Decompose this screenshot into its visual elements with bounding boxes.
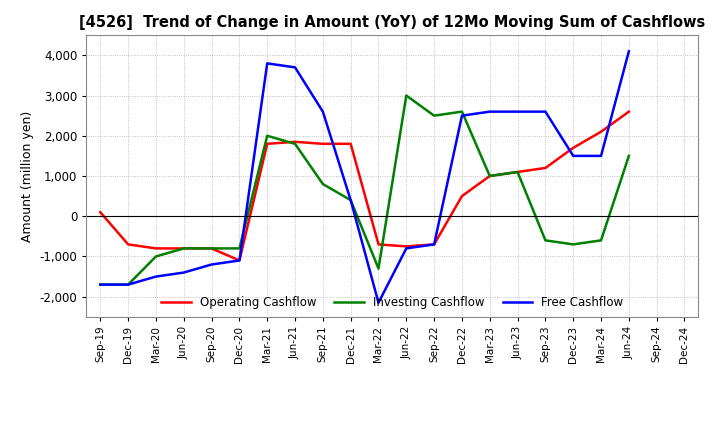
Operating Cashflow [318, 141, 327, 147]
Free Cashflow [430, 242, 438, 247]
Investing Cashflow [374, 266, 383, 271]
Free Cashflow [402, 246, 410, 251]
Operating Cashflow [485, 173, 494, 179]
Operating Cashflow [152, 246, 161, 251]
Line: Operating Cashflow: Operating Cashflow [100, 112, 629, 260]
Investing Cashflow [96, 282, 104, 287]
Investing Cashflow [124, 282, 132, 287]
Free Cashflow [152, 274, 161, 279]
Investing Cashflow [624, 153, 633, 158]
Operating Cashflow [624, 109, 633, 114]
Operating Cashflow [541, 165, 550, 171]
Investing Cashflow [430, 113, 438, 118]
Investing Cashflow [318, 181, 327, 187]
Investing Cashflow [207, 246, 216, 251]
Investing Cashflow [263, 133, 271, 139]
Operating Cashflow [458, 194, 467, 199]
Operating Cashflow [207, 246, 216, 251]
Operating Cashflow [346, 141, 355, 147]
Operating Cashflow [179, 246, 188, 251]
Investing Cashflow [291, 141, 300, 147]
Operating Cashflow [235, 258, 243, 263]
Operating Cashflow [569, 145, 577, 150]
Free Cashflow [374, 300, 383, 305]
Free Cashflow [485, 109, 494, 114]
Operating Cashflow [374, 242, 383, 247]
Free Cashflow [624, 49, 633, 54]
Free Cashflow [291, 65, 300, 70]
Free Cashflow [318, 109, 327, 114]
Operating Cashflow [513, 169, 522, 175]
Investing Cashflow [485, 173, 494, 179]
Operating Cashflow [430, 242, 438, 247]
Free Cashflow [458, 113, 467, 118]
Investing Cashflow [402, 93, 410, 98]
Investing Cashflow [458, 109, 467, 114]
Operating Cashflow [124, 242, 132, 247]
Investing Cashflow [179, 246, 188, 251]
Free Cashflow [597, 153, 606, 158]
Operating Cashflow [96, 209, 104, 215]
Investing Cashflow [152, 254, 161, 259]
Free Cashflow [346, 198, 355, 203]
Free Cashflow [541, 109, 550, 114]
Investing Cashflow [597, 238, 606, 243]
Title: [4526]  Trend of Change in Amount (YoY) of 12Mo Moving Sum of Cashflows: [4526] Trend of Change in Amount (YoY) o… [79, 15, 706, 30]
Y-axis label: Amount (million yen): Amount (million yen) [21, 110, 34, 242]
Investing Cashflow [569, 242, 577, 247]
Operating Cashflow [263, 141, 271, 147]
Free Cashflow [235, 258, 243, 263]
Free Cashflow [263, 61, 271, 66]
Investing Cashflow [346, 198, 355, 203]
Line: Free Cashflow: Free Cashflow [100, 51, 629, 303]
Free Cashflow [124, 282, 132, 287]
Free Cashflow [569, 153, 577, 158]
Line: Investing Cashflow: Investing Cashflow [100, 95, 629, 285]
Investing Cashflow [541, 238, 550, 243]
Free Cashflow [207, 262, 216, 267]
Operating Cashflow [402, 244, 410, 249]
Free Cashflow [179, 270, 188, 275]
Legend: Operating Cashflow, Investing Cashflow, Free Cashflow: Operating Cashflow, Investing Cashflow, … [156, 291, 629, 314]
Operating Cashflow [597, 129, 606, 134]
Operating Cashflow [291, 139, 300, 144]
Investing Cashflow [513, 169, 522, 175]
Free Cashflow [96, 282, 104, 287]
Investing Cashflow [235, 246, 243, 251]
Free Cashflow [513, 109, 522, 114]
